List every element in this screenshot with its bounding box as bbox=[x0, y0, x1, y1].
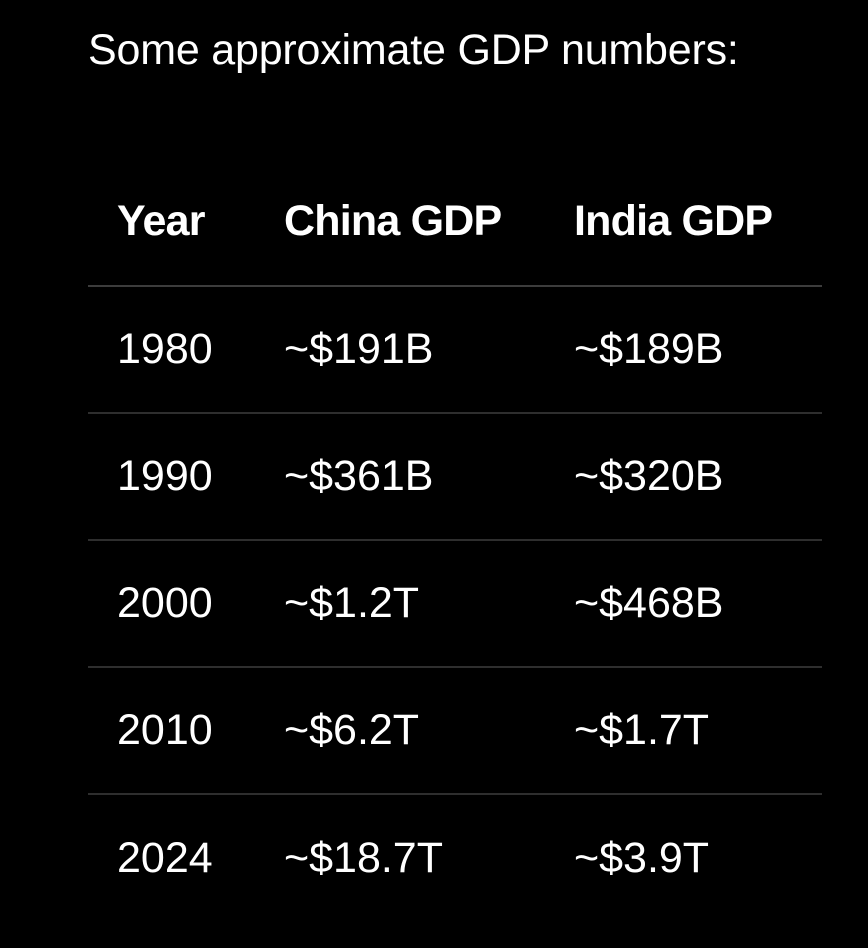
cell-year: 2024 bbox=[117, 834, 213, 882]
cell-india-gdp: ~$1.7T bbox=[574, 706, 710, 754]
cell-year: 1980 bbox=[117, 325, 213, 373]
cell-china-gdp: ~$18.7T bbox=[284, 834, 443, 882]
cell-china-gdp: ~$191B bbox=[284, 325, 434, 373]
table-row: 2010 ~$6.2T ~$1.7T bbox=[88, 668, 822, 795]
cell-india-gdp: ~$189B bbox=[574, 325, 724, 373]
cell-year: 2010 bbox=[117, 706, 213, 754]
cell-china-gdp: ~$361B bbox=[284, 452, 434, 500]
cell-india-gdp: ~$3.9T bbox=[574, 834, 710, 882]
cell-china-gdp: ~$1.2T bbox=[284, 579, 420, 627]
cell-year: 1990 bbox=[117, 452, 213, 500]
table-row: 2024 ~$18.7T ~$3.9T bbox=[88, 795, 822, 922]
cell-india-gdp: ~$468B bbox=[574, 579, 724, 627]
cell-year: 2000 bbox=[117, 579, 213, 627]
table-row: 1990 ~$361B ~$320B bbox=[88, 414, 822, 541]
header-year: Year bbox=[117, 197, 205, 245]
table-header-row: Year China GDP India GDP bbox=[88, 158, 822, 287]
table-row: 1980 ~$191B ~$189B bbox=[88, 287, 822, 414]
cell-china-gdp: ~$6.2T bbox=[284, 706, 420, 754]
intro-text: Some approximate GDP numbers: bbox=[88, 26, 739, 74]
header-china-gdp: China GDP bbox=[284, 197, 502, 245]
cell-india-gdp: ~$320B bbox=[574, 452, 724, 500]
gdp-table: Year China GDP India GDP 1980 ~$191B ~$1… bbox=[88, 158, 822, 922]
header-india-gdp: India GDP bbox=[574, 197, 773, 245]
table-row: 2000 ~$1.2T ~$468B bbox=[88, 541, 822, 668]
